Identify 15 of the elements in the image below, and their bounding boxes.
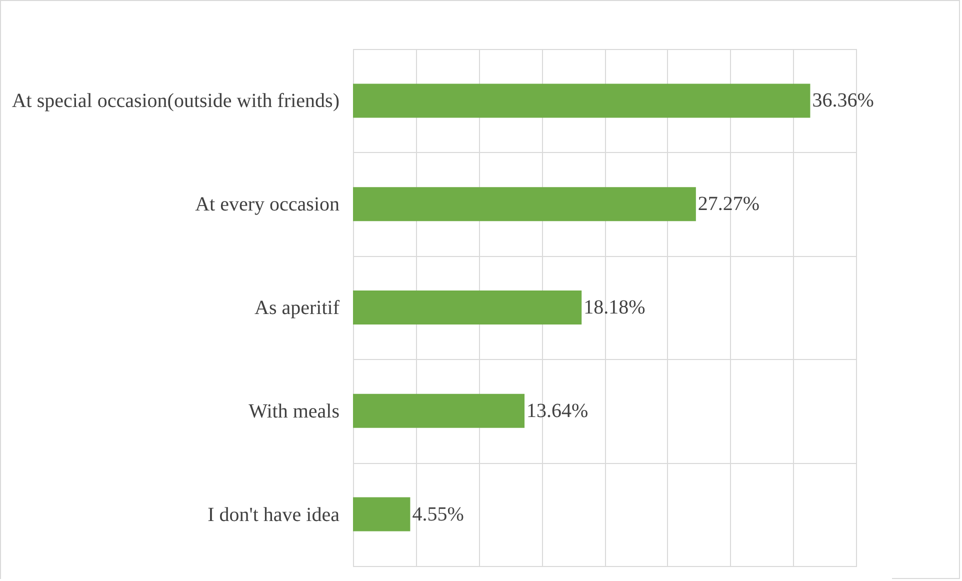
y-tick-label: I don't have idea [208,504,340,526]
y-tick-label: At every occasion [195,194,340,216]
bar [353,290,582,324]
y-tick-label: At special occasion(outside with friends) [12,90,340,112]
y-tick-label: With meals [248,400,340,422]
data-label: 4.55% [412,503,464,526]
bar [353,497,410,532]
data-label: 13.64% [526,400,588,422]
data-label: 36.36% [812,90,874,112]
bar [353,187,696,222]
bar [353,394,525,428]
bar [353,84,810,118]
data-label: 18.18% [584,296,646,318]
data-label: 27.27% [698,193,760,216]
y-tick-label: As aperitif [254,297,340,319]
